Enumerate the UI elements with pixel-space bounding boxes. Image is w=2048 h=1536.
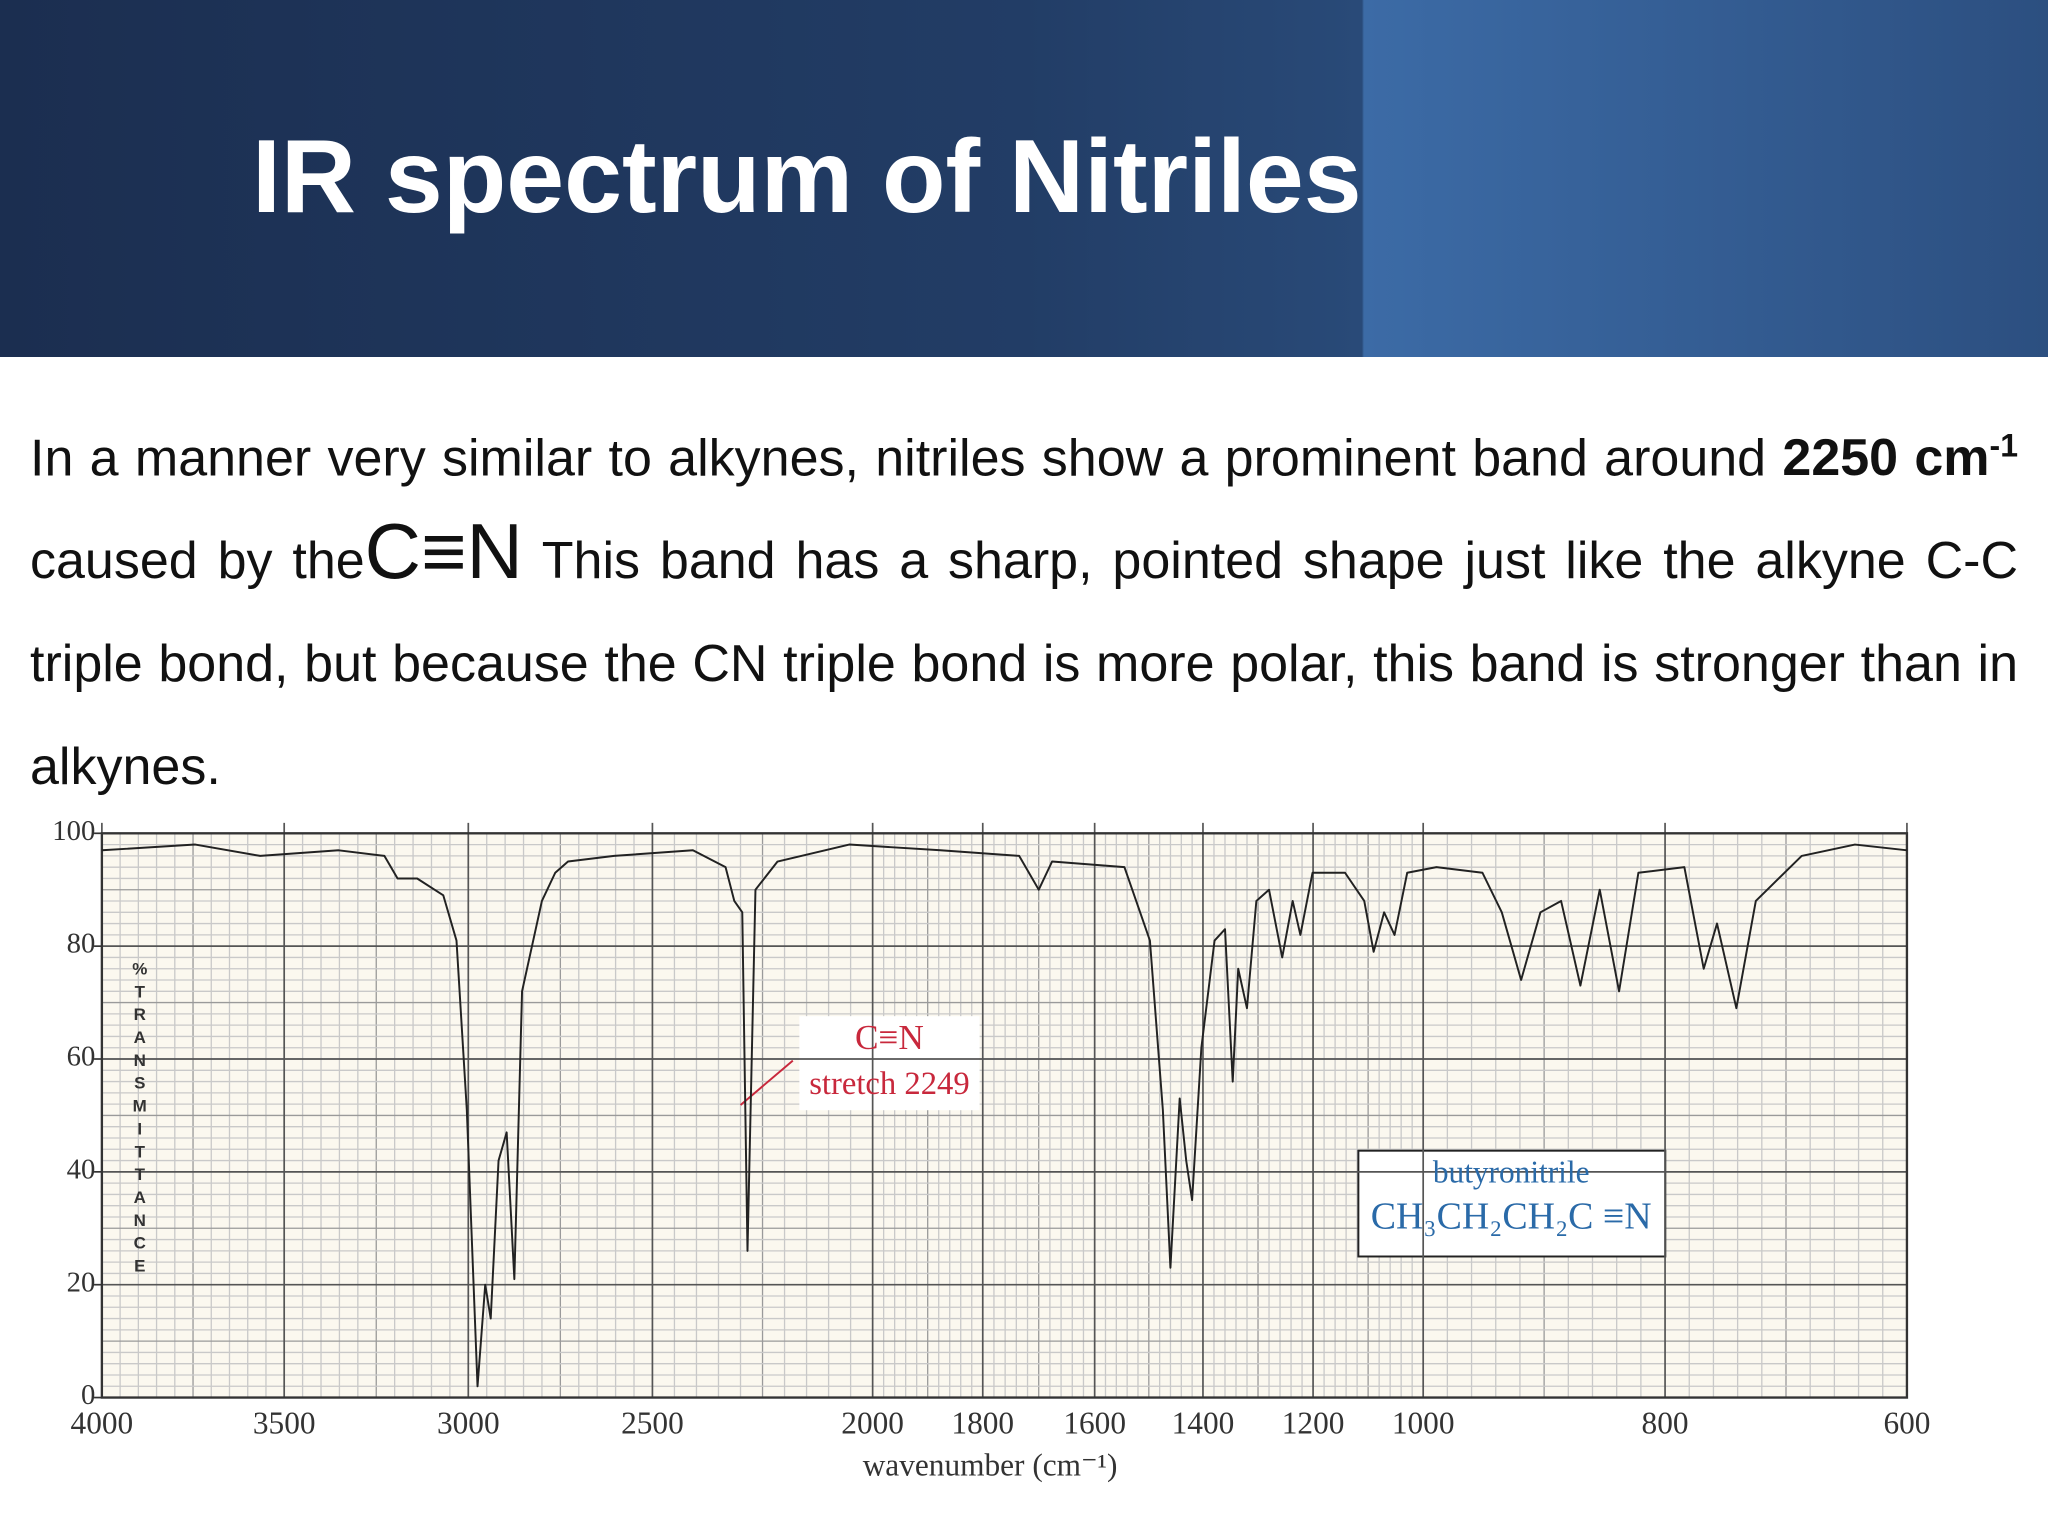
bold-text: 2250 cm-1 [1782,428,2018,488]
x-tick-label: 1200 [1282,1405,1345,1440]
y-axis-label: % T R A N S M I T T A N C E [132,960,147,1276]
x-tick-label: 1600 [1063,1405,1126,1440]
y-tick-label: 0 [81,1379,95,1411]
x-axis-label: wavenumber (cm⁻¹) [863,1447,1118,1482]
x-tick-label: 1000 [1392,1405,1455,1440]
x-tick-label: 3500 [253,1405,316,1440]
slide-title: IR spectrum of Nitriles [252,119,1362,235]
annotation: C≡N [855,1018,924,1057]
y-tick-label: 100 [52,815,95,847]
text: caused by the [30,532,365,591]
x-tick-label: 1800 [951,1405,1014,1440]
y-tick-label: 80 [67,928,96,960]
y-tick-label: 40 [67,1153,96,1185]
y-tick-label: 20 [67,1266,96,1298]
superscript: -1 [1989,428,2018,464]
legend-box [1357,1149,1667,1258]
text: This band has a sharp, pointed shape jus… [30,532,2018,797]
annotation: stretch 2249 [809,1066,969,1102]
x-tick-label: 4000 [71,1405,134,1440]
leader-line [739,1059,794,1106]
legend-text: butyronitrile [1433,1155,1590,1190]
text: 2250 cm [1782,429,1990,488]
annotation-bg [799,1016,980,1111]
spectrum-line [101,843,1908,1388]
plot-frame [100,832,1909,1399]
header: IR spectrum of Nitriles [0,0,2048,357]
x-tick-label: 800 [1642,1405,1689,1440]
x-tick-label: 2000 [841,1405,904,1440]
bond-symbol: C≡N [364,507,523,596]
x-tick-label: 2500 [621,1405,684,1440]
y-tick-label: 60 [67,1041,96,1073]
x-tick-label: 600 [1883,1405,1930,1440]
paragraph: In a manner very similar to alkynes, nit… [30,395,2018,819]
x-tick-label: 1400 [1172,1405,1235,1440]
legend-text: CH₃CH₂CH₂C ≡N [1371,1196,1652,1238]
text: In a manner very similar to alkynes, nit… [30,429,1767,488]
x-tick-label: 3000 [437,1405,500,1440]
